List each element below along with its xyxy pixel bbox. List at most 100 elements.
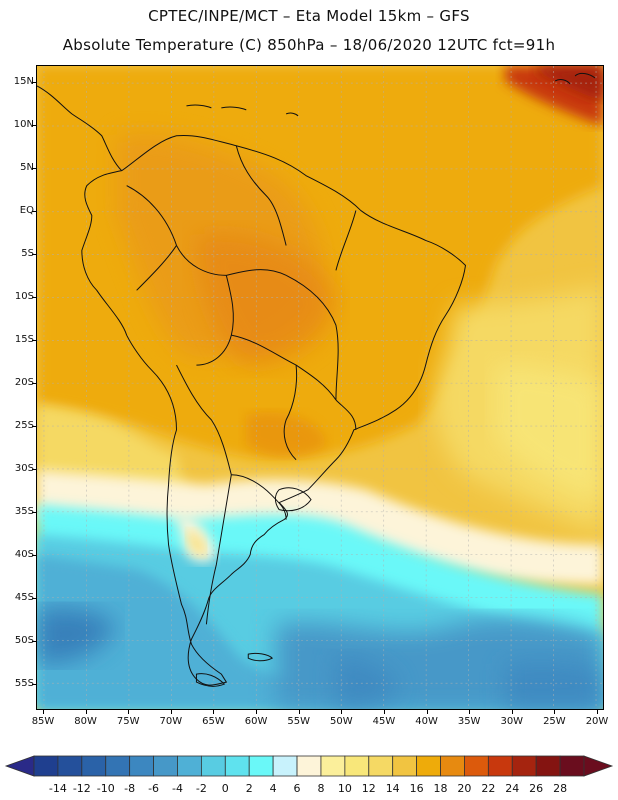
lon-label: 80W: [74, 716, 97, 727]
lon-label: 65W: [202, 716, 225, 727]
colorbar-label: 18: [433, 782, 448, 795]
temperature-field: [37, 66, 603, 709]
lat-label: 50S: [14, 635, 34, 647]
lat-label: 30S: [14, 463, 34, 475]
colorbar-label: 26: [529, 782, 544, 795]
lat-label: 15S: [14, 334, 34, 346]
lat-tick: [32, 82, 36, 84]
color-scale-bar: [4, 755, 614, 777]
lat-label: 35S: [14, 506, 34, 518]
lat-tick: [32, 340, 36, 342]
lat-tick: [32, 211, 36, 213]
colorbar-label: 4: [269, 782, 277, 795]
colorbar-swatch: [177, 755, 202, 777]
colorbar-swatch: [224, 755, 250, 777]
lon-tick: [341, 710, 343, 714]
lon-label: 60W: [244, 716, 268, 727]
lat-label: EQ: [19, 205, 34, 217]
colorbar-swatch: [320, 755, 346, 777]
lat-tick: [32, 512, 36, 514]
lat-label: 10N: [13, 119, 34, 131]
colorbar-swatch: [464, 755, 489, 777]
colorbar-label: -2: [195, 782, 207, 795]
colorbar-swatch: [129, 755, 154, 777]
lon-tick: [170, 710, 172, 714]
lon-tick: [85, 710, 87, 714]
lon-tick: [128, 710, 130, 714]
colorbar-swatch: [248, 755, 274, 777]
map-canvas: [37, 66, 603, 709]
colorbar-low-arrow: [4, 755, 35, 777]
colorbar-swatch: [368, 755, 394, 777]
colorbar-swatch: [81, 755, 107, 777]
lon-label: 50W: [329, 716, 353, 727]
colorbar-label: 16: [409, 782, 424, 795]
lat-label: 5N: [20, 162, 34, 174]
lon-tick: [469, 710, 471, 714]
colorbar-swatch: [344, 755, 370, 777]
lat-tick: [32, 125, 36, 127]
lon-label: 35W: [457, 716, 481, 727]
lon-tick: [597, 710, 598, 714]
colorbar-swatch: [487, 755, 513, 777]
lon-tick: [43, 710, 44, 714]
colorbar-swatch: [559, 755, 585, 777]
lat-tick: [32, 426, 36, 428]
map-subtitle: Absolute Temperature (C) 850hPa – 18/06/…: [62, 36, 556, 54]
lat-label: 15N: [13, 76, 34, 88]
colorbar-label: -12: [72, 782, 91, 795]
colorbar-swatch: [105, 755, 131, 777]
lat-tick: [32, 555, 36, 557]
lat-tick: [32, 297, 36, 299]
colorbar-swatch: [416, 755, 441, 777]
colorbar-swatch: [153, 755, 178, 777]
lat-label: 10S: [14, 291, 34, 303]
lon-tick: [298, 710, 300, 714]
lat-tick: [32, 469, 36, 471]
lon-label: 45W: [372, 716, 396, 727]
lon-label: 70W: [159, 716, 183, 727]
lon-tick: [554, 710, 556, 714]
lat-label: 45S: [14, 592, 34, 604]
colorbar-swatch: [296, 755, 322, 777]
colorbar-label: 28: [553, 782, 568, 795]
lat-tick: [32, 684, 36, 686]
colorbar-swatch: [200, 755, 226, 777]
colorbar-swatch: [440, 755, 465, 777]
lon-label: 85W: [31, 716, 55, 727]
lon-tick: [426, 710, 428, 714]
colorbar-label: -14: [48, 782, 67, 795]
lat-tick: [32, 641, 36, 643]
lat-tick: [32, 383, 36, 385]
colorbar-label: 14: [385, 782, 400, 795]
map-title: CPTEC/INPE/MCT – Eta Model 15km – GFS: [148, 7, 470, 25]
colorbar-label: -6: [148, 782, 160, 795]
lon-label: 55W: [287, 716, 310, 727]
colorbar-swatch: [33, 755, 59, 777]
temperature-map: [36, 65, 604, 710]
lat-label: 20S: [14, 377, 34, 389]
lat-label: 40S: [14, 549, 34, 561]
colorbar-swatch: [511, 755, 537, 777]
lat-tick: [32, 168, 36, 170]
colorbar-high-arrow: [583, 755, 614, 777]
colorbar-label: 12: [361, 782, 376, 795]
lat-label: 55S: [14, 678, 34, 690]
colorbar-swatch: [272, 755, 298, 777]
lon-tick: [511, 710, 513, 714]
lon-tick: [256, 710, 258, 714]
colorbar-label: -4: [171, 782, 183, 795]
lat-tick: [32, 598, 36, 600]
colorbar-label: 10: [337, 782, 352, 795]
colorbar-label: -10: [96, 782, 115, 795]
colorbar-label: 20: [457, 782, 472, 795]
lat-label: 5S: [21, 248, 34, 260]
lon-label: 20W: [585, 716, 609, 727]
lon-label: 75W: [116, 716, 140, 727]
colorbar-swatch: [57, 755, 83, 777]
colorbar-label: 2: [245, 782, 253, 795]
colorbar-label: 6: [293, 782, 301, 795]
colorbar-label: 8: [317, 782, 325, 795]
lat-label: 25S: [14, 420, 34, 432]
colorbar-label: -8: [124, 782, 136, 795]
